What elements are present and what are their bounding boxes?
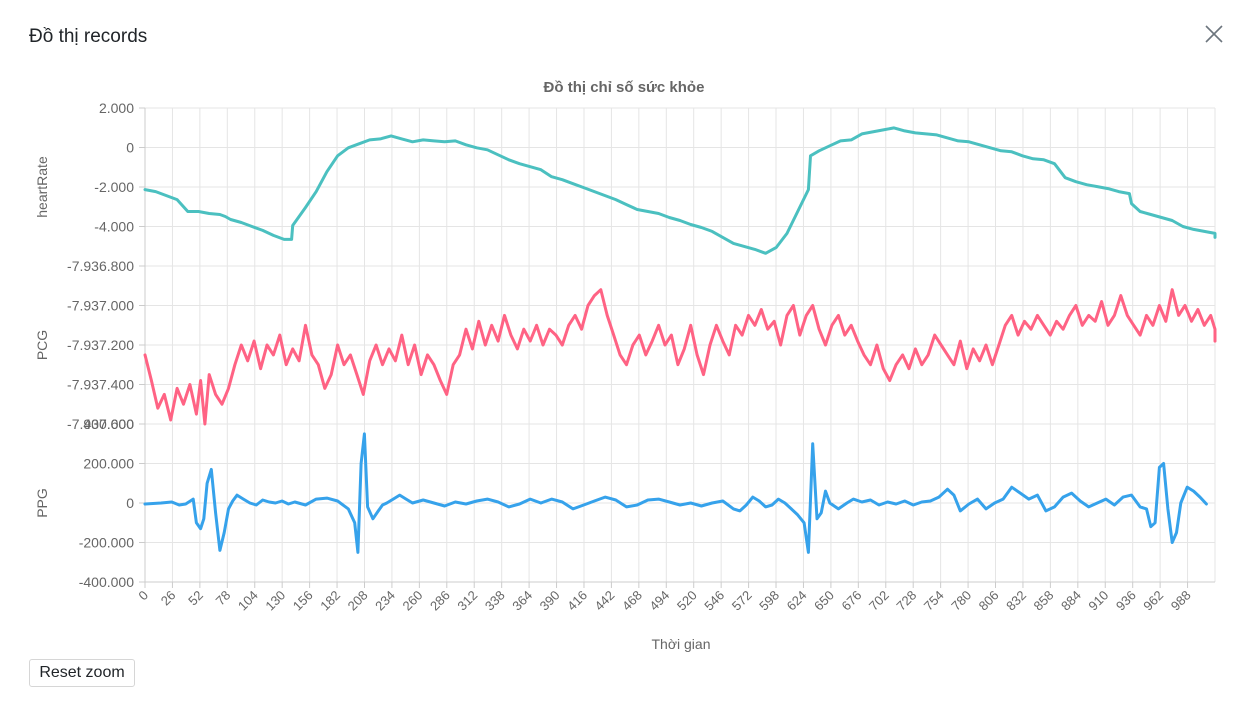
x-tick-label: 832: [1003, 588, 1029, 614]
x-tick-label: 182: [317, 588, 343, 614]
x-tick-label: 338: [482, 588, 508, 614]
x-tick-label: 754: [921, 588, 947, 614]
y-tick-label: -200.000: [79, 535, 134, 551]
series-line-heartRate: [143, 126, 1217, 255]
x-tick-label: 26: [158, 588, 179, 609]
y-tick-label: 0: [126, 495, 134, 511]
x-tick-label: 234: [372, 588, 398, 614]
x-tick-label: 442: [592, 588, 618, 614]
x-tick-label: 728: [893, 588, 919, 614]
x-tick-label: 52: [185, 588, 206, 609]
x-tick-label: 546: [701, 588, 727, 614]
y-tick-label: 200.000: [83, 456, 134, 472]
x-tick-label: 910: [1085, 588, 1111, 614]
y-axis-title: PPG: [34, 488, 50, 518]
x-tick-label: 416: [564, 588, 590, 614]
y-tick-label: 0: [126, 140, 134, 156]
x-tick-label: 806: [976, 588, 1002, 614]
modal-title: Đồ thị records: [29, 26, 148, 47]
x-tick-label: 130: [262, 588, 288, 614]
series-line-PCG: [143, 288, 1217, 426]
y-axis-title: PCG: [34, 330, 50, 360]
x-tick-label: 988: [1168, 588, 1194, 614]
y-tick-label: -2.000: [94, 179, 134, 195]
x-tick-label: 598: [756, 588, 782, 614]
y-tick-label: -7.937.200: [67, 337, 134, 353]
close-icon: [1205, 25, 1223, 43]
x-tick-label: 78: [213, 588, 234, 609]
y-tick-label: -7.937.400: [67, 377, 134, 393]
series-lines: [143, 126, 1217, 554]
x-axis-title: Thời gian: [652, 636, 711, 652]
x-tick-label: 572: [729, 588, 755, 614]
x-tick-label: 884: [1058, 588, 1084, 614]
x-tick-label: 520: [674, 588, 700, 614]
y-tick-label: -4.000: [94, 219, 134, 235]
y-tick-label: 400.000: [83, 416, 134, 432]
x-tick-label: 0: [135, 588, 151, 604]
x-tick-label: 260: [400, 588, 426, 614]
y-tick-label: -400.000: [79, 574, 134, 590]
x-tick-label: 936: [1113, 588, 1139, 614]
y-tick-label: 2.000: [99, 100, 134, 116]
x-tick-label: 624: [784, 588, 810, 614]
x-tick-label: 962: [1140, 588, 1166, 614]
x-tick-label: 156: [290, 588, 316, 614]
close-button[interactable]: [1200, 20, 1228, 48]
series-line-PPG: [143, 432, 1208, 554]
y-axis-title: heartRate: [34, 156, 50, 218]
y-tick-label: -7.937.000: [67, 298, 134, 314]
x-tick-label: 676: [839, 588, 865, 614]
x-tick-label: 208: [345, 588, 371, 614]
y-tick-label: -7.937.600: [67, 416, 134, 432]
y-tick-label: -7.936.800: [67, 258, 134, 274]
x-tick-label: 702: [866, 588, 892, 614]
x-tick-label: 312: [454, 588, 480, 614]
x-tick-label: 650: [811, 588, 837, 614]
x-tick-label: 390: [537, 588, 563, 614]
axes: 0 26 52 78 104 130 156 182 208 234 260 286 312 338 364…: [34, 100, 1215, 613]
grid-lines: [144, 107, 1216, 583]
x-tick-label: 104: [235, 588, 261, 614]
x-tick-label: 858: [1031, 588, 1057, 614]
x-tick-label: 364: [509, 588, 535, 614]
x-tick-label: 494: [646, 588, 672, 614]
x-tick-label: 468: [619, 588, 645, 614]
x-tick-label: 780: [948, 588, 974, 614]
reset-zoom-button[interactable]: Reset zoom: [29, 659, 135, 687]
x-tick-label: 286: [427, 588, 453, 614]
chart-title: Đồ thị chỉ số sức khỏe: [544, 79, 705, 96]
